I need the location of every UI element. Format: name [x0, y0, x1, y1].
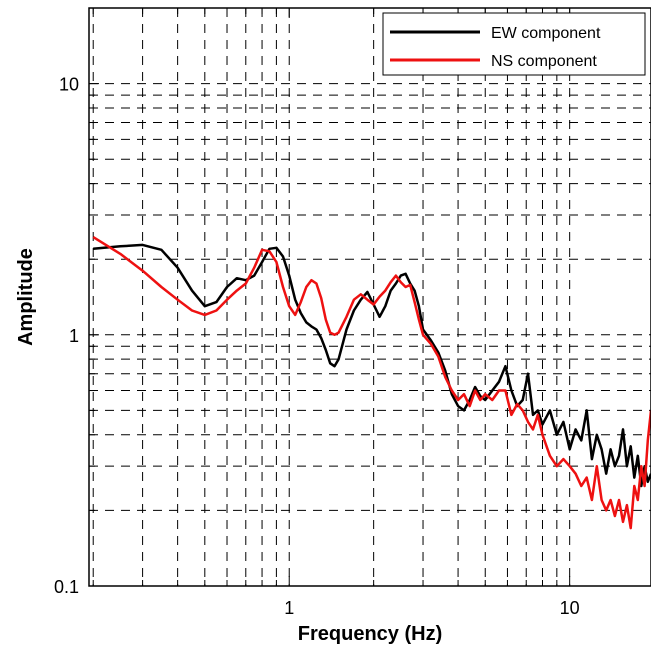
series-layer — [92, 236, 651, 530]
x-tick-label: 10 — [560, 598, 580, 618]
series-line-ew — [93, 243, 651, 488]
legend-label-ew: EW component — [491, 25, 601, 42]
x-tick-label: 1 — [284, 598, 294, 618]
x-axis-label: Frequency (Hz) — [298, 623, 442, 645]
y-tick-label: 0.1 — [54, 577, 79, 597]
ticks — [89, 8, 571, 586]
y-tick-label: 10 — [59, 75, 79, 95]
plot-frame — [88, 7, 651, 587]
legend-box — [382, 12, 646, 76]
legend-label-ns: NS component — [491, 53, 597, 70]
grid — [89, 8, 651, 586]
tick-labels: 1 10 0.1 1 10 — [54, 75, 580, 618]
legend: EW component NS component — [382, 12, 646, 76]
y-axis-label: Amplitude — [15, 248, 37, 346]
y-tick-label: 1 — [69, 326, 79, 346]
series-line-ns — [92, 236, 651, 530]
